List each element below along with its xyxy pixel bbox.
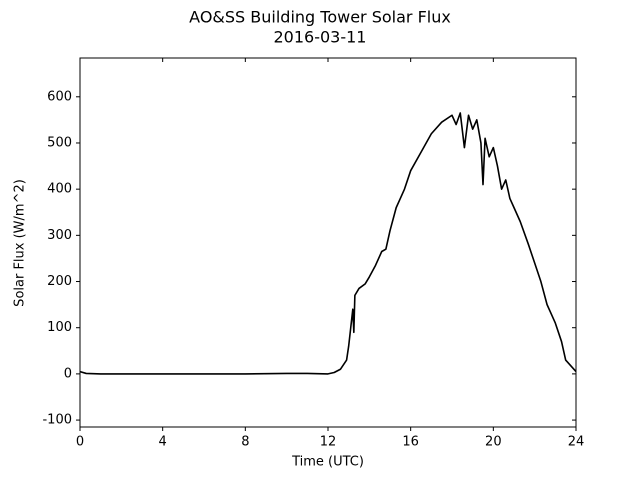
x-tick-label: 4 — [159, 435, 167, 450]
y-tick-label: 200 — [47, 274, 72, 289]
line — [79, 112, 577, 375]
y-tick-label: 600 — [47, 89, 72, 104]
y-tick-label: 100 — [47, 320, 72, 335]
x-tick-label: 20 — [485, 435, 502, 450]
y-axis-label: Solar Flux (W/m^2) — [13, 179, 28, 307]
y-tick-label: 300 — [47, 228, 72, 243]
x-tick-label: 24 — [568, 435, 585, 450]
y-tick-label: 400 — [47, 182, 72, 197]
x-tick-label: 8 — [241, 435, 249, 450]
chart-subtitle: 2016-03-11 — [274, 28, 367, 47]
x-tick-label: 16 — [402, 435, 419, 450]
chart-title: AO&SS Building Tower Solar Flux — [189, 8, 451, 27]
x-axis-label: Time (UTC) — [291, 455, 364, 470]
x-tick-label: 12 — [320, 435, 337, 450]
y-tick-label: 0 — [64, 366, 72, 381]
x-tick-label: 0 — [76, 435, 84, 450]
y-tick-label: -100 — [42, 413, 72, 428]
plot-frame — [79, 57, 577, 428]
y-tick-label: 500 — [47, 135, 72, 150]
